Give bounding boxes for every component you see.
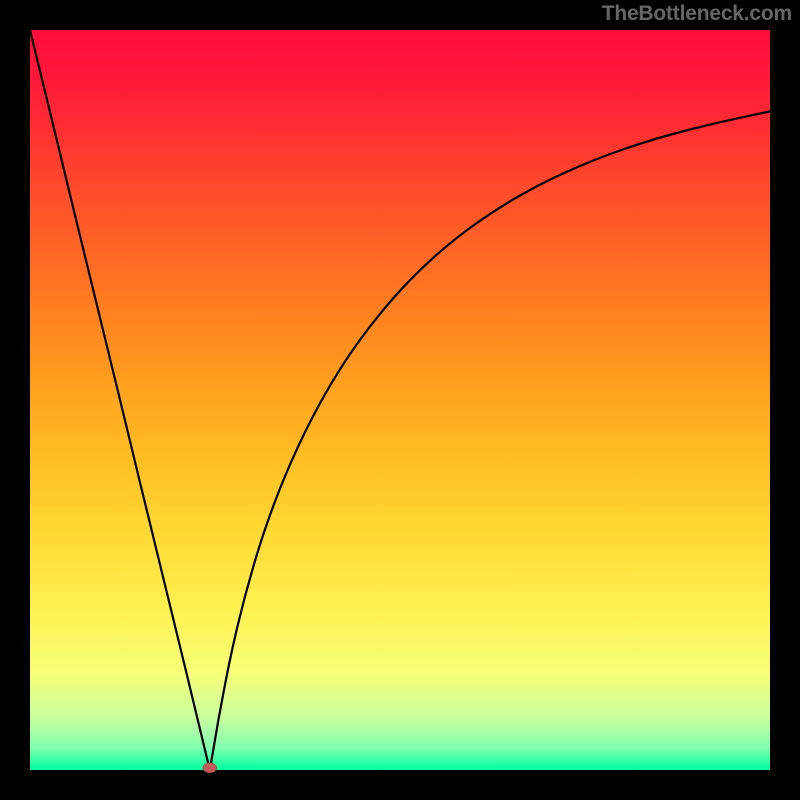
chart-container: TheBottleneck.com: [0, 0, 800, 800]
bottleneck-chart: [0, 0, 800, 800]
watermark-text: TheBottleneck.com: [602, 2, 792, 26]
plot-background: [30, 30, 770, 770]
vertex-marker: [203, 763, 217, 773]
